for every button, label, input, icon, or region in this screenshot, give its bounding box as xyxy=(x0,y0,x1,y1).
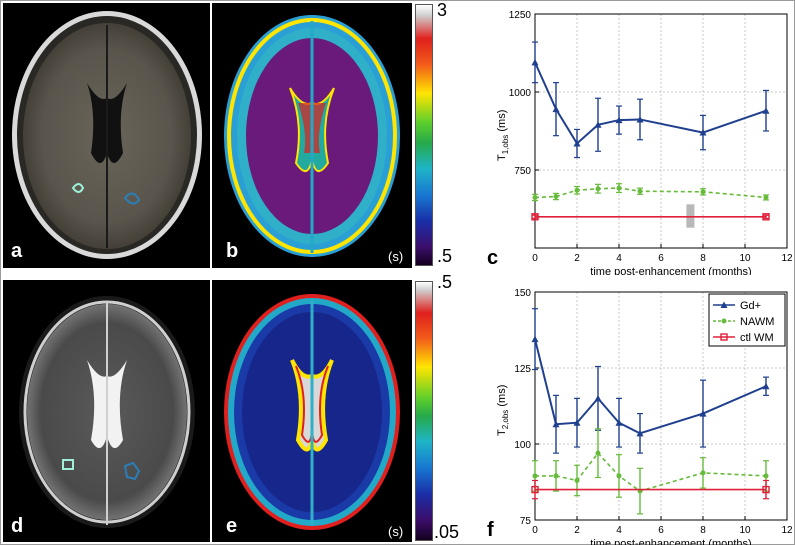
roi-nawm-outline-a xyxy=(123,192,141,205)
data-point-gd xyxy=(636,429,644,437)
data-point-gd xyxy=(594,121,602,128)
data-point-nawm xyxy=(574,187,580,193)
data-point-gd xyxy=(699,129,707,136)
series-line-nawm xyxy=(534,187,767,199)
data-point-gd xyxy=(615,419,623,426)
series-line-nawm xyxy=(535,451,767,492)
roi-gd-outline-a xyxy=(71,183,85,193)
data-point-gd xyxy=(573,139,581,147)
data-point-nawm xyxy=(532,473,538,479)
colorbar-bottom-min: .05 xyxy=(434,522,460,542)
data-point-nawm xyxy=(700,470,706,476)
legend-marker-ctl xyxy=(720,333,728,341)
panel-a-mri-t1: a xyxy=(3,3,210,268)
y-axis-label: T1,obs (ms) xyxy=(496,110,510,161)
brain-map-e xyxy=(224,294,400,530)
legend-marker-gd xyxy=(720,301,728,308)
x-tick-label: 2 xyxy=(574,253,580,264)
data-point-gd xyxy=(552,105,560,113)
series-line-gd xyxy=(534,338,767,435)
panel-label-f: f xyxy=(487,519,494,541)
x-tick-label: 4 xyxy=(616,525,622,536)
units-label-b: (s) xyxy=(388,249,404,264)
data-point-nawm xyxy=(595,450,601,456)
data-point-nawm xyxy=(553,194,559,200)
x-tick-label: 10 xyxy=(739,253,751,264)
colorbar-bottom xyxy=(415,281,433,541)
legend-marker-nawm xyxy=(721,318,727,324)
data-point-nawm xyxy=(595,186,601,192)
y-axis-label: T2,obs (ms) xyxy=(496,385,510,436)
data-point-gd xyxy=(531,335,539,343)
data-point-nawm xyxy=(700,189,706,195)
series-line-gd xyxy=(534,61,767,146)
y-tick-label: 150 xyxy=(514,288,531,299)
legend-label-gd: Gd+ xyxy=(740,300,761,312)
data-point-gd xyxy=(531,58,539,66)
data-point-nawm xyxy=(532,194,538,200)
chart-c-t1: 0 2 4 6 8 10 12 750 1000 1250 time post-enhancemen… xyxy=(496,10,793,275)
x-tick-label: 12 xyxy=(781,525,793,536)
brain-image-a xyxy=(12,11,202,259)
x-tick-label: 2 xyxy=(574,525,580,536)
x-tick-label: 0 xyxy=(532,253,538,264)
chart-f-t2: 0 2 4 6 8 10 12 75 100 125 150 time post-enhancemen… xyxy=(496,288,793,545)
colorbar-top-min: .5 xyxy=(437,246,453,266)
data-point-nawm xyxy=(616,473,622,479)
roi-gd-outline-d xyxy=(62,459,74,470)
x-tick-label: 6 xyxy=(658,525,664,536)
x-tick-label: 8 xyxy=(700,253,706,264)
panel-d-mri-t2: d xyxy=(3,280,210,542)
data-point-gd xyxy=(636,115,644,123)
colorbar-top xyxy=(415,4,433,266)
y-tick-label: 125 xyxy=(514,364,531,375)
data-point-nawm xyxy=(616,185,622,191)
x-tick-label: 6 xyxy=(658,253,664,264)
data-point-gd xyxy=(699,410,707,417)
data-point-ctl xyxy=(762,485,770,494)
panel-b-t1-map: b (s) xyxy=(212,3,412,268)
panel-e-t2-map: e (s) xyxy=(212,280,412,542)
data-point-nawm xyxy=(574,477,580,483)
x-tick-label: 8 xyxy=(700,525,706,536)
data-point-gd xyxy=(762,107,770,114)
data-point-gd xyxy=(762,382,770,390)
panel-label-c: c xyxy=(487,247,499,269)
colorbar-bottom-max: .5 xyxy=(437,272,453,292)
data-point-nawm xyxy=(763,473,769,479)
x-axis-label: time post-enhancement (months) xyxy=(590,266,751,275)
data-point-gd xyxy=(552,420,560,428)
panel-label-b: b xyxy=(226,240,239,262)
data-point-gd xyxy=(615,116,623,124)
y-tick-label: 75 xyxy=(520,516,532,527)
data-point-ctl xyxy=(762,213,770,221)
x-tick-label: 0 xyxy=(532,525,538,536)
x-tick-label: 12 xyxy=(781,253,793,264)
y-tick-label: 1000 xyxy=(509,88,532,99)
data-point-gd xyxy=(573,419,581,426)
y-tick-label: 100 xyxy=(514,440,531,451)
data-point-nawm xyxy=(553,473,559,479)
data-point-ctl xyxy=(531,213,539,221)
colorbar-top-max: 3 xyxy=(437,0,448,20)
roi-nawm-outline-d xyxy=(123,461,141,481)
x-tick-label: 10 xyxy=(739,525,751,536)
data-point-ctl xyxy=(531,485,539,494)
data-point-nawm xyxy=(763,194,769,200)
y-tick-label: 750 xyxy=(514,166,531,177)
x-axis-label: time post-enhancement (months) xyxy=(590,538,751,545)
units-label-e: (s) xyxy=(388,524,404,539)
x-tick-label: 4 xyxy=(616,253,622,264)
panel-label-d: d xyxy=(11,515,24,537)
legend-label-ctl: ctl WM xyxy=(740,332,774,344)
y-tick-label: 1250 xyxy=(509,10,532,21)
brain-map-b xyxy=(224,15,400,257)
brain-image-d xyxy=(19,296,195,528)
legend-label-nawm: NAWM xyxy=(740,316,774,328)
data-point-nawm xyxy=(637,188,643,194)
panel-label-e: e xyxy=(226,515,238,537)
data-point-gd xyxy=(594,394,602,402)
panel-label-a: a xyxy=(11,240,23,262)
